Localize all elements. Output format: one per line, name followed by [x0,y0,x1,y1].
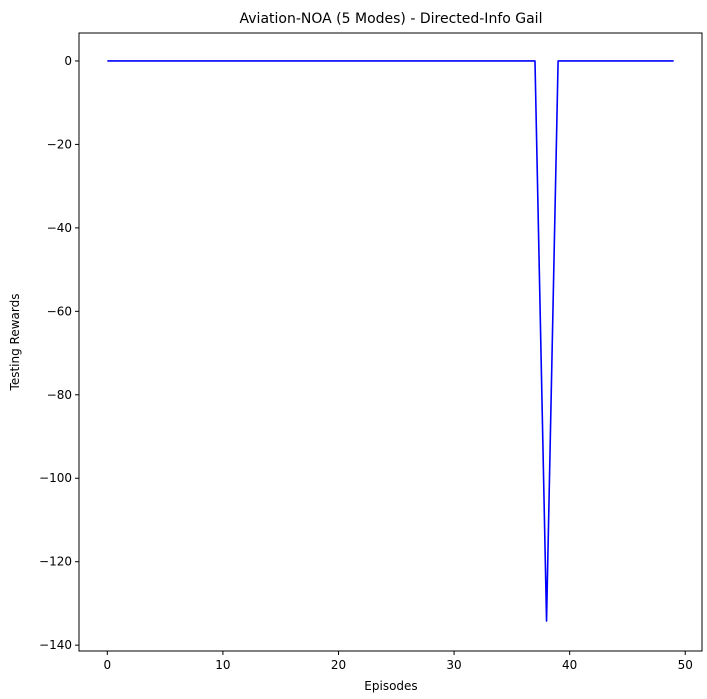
x-tick-label: 40 [562,658,577,672]
y-axis-label: Testing Rewards [8,294,22,392]
x-axis-label: Episodes [364,679,417,693]
y-tick-label: −60 [47,304,72,318]
x-tick-label: 30 [446,658,461,672]
series-layer [107,60,674,622]
y-tick-label: 0 [64,54,72,68]
y-tick-label: −80 [47,388,72,402]
y-tick-label: −100 [39,471,72,485]
x-tick-label: 10 [215,658,230,672]
series-line-0 [107,60,674,622]
chart-title: Aviation-NOA (5 Modes) - Directed-Info G… [240,11,543,27]
y-tick-label: −40 [47,221,72,235]
x-tick-label: 20 [331,658,346,672]
plot-area [78,32,703,652]
x-tick-label: 0 [103,658,111,672]
y-tick-label: −20 [47,137,72,151]
y-tick-label: −120 [39,555,72,569]
x-axis: 0 10 20 30 40 50 [103,651,693,672]
x-tick-label: 50 [678,658,693,672]
y-axis: 0 −20 −40 −60 −80 −100 −120 −140 [39,54,79,652]
y-tick-label: −140 [39,638,72,652]
